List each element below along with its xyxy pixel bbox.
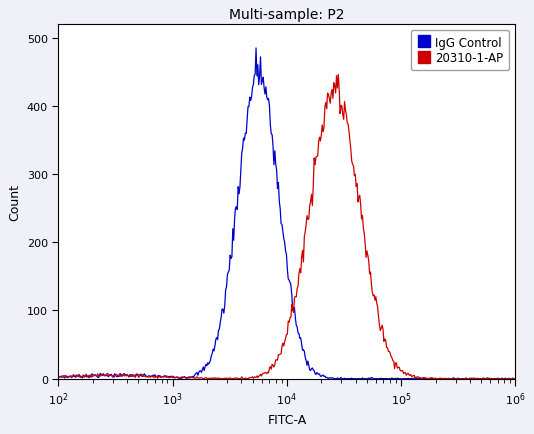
- IgG Control: [121, 372, 127, 377]
- 20310-1-AP: [184, 376, 191, 381]
- IgG Control: [257, 55, 264, 60]
- IgG Control: [253, 46, 259, 52]
- IgG Control: [465, 376, 471, 381]
- 20310-1-AP: [465, 376, 471, 381]
- 20310-1-AP: [208, 375, 215, 381]
- Title: Multi-sample: P2: Multi-sample: P2: [229, 8, 344, 22]
- IgG Control: [55, 373, 61, 378]
- 20310-1-AP: [64, 375, 70, 380]
- IgG Control: [331, 376, 337, 381]
- IgG Control: [512, 376, 519, 381]
- IgG Control: [431, 376, 437, 381]
- 20310-1-AP: [335, 72, 342, 78]
- 20310-1-AP: [257, 372, 264, 377]
- X-axis label: FITC-A: FITC-A: [267, 413, 307, 426]
- IgG Control: [207, 358, 214, 363]
- 20310-1-AP: [55, 375, 61, 380]
- Y-axis label: Count: Count: [9, 184, 21, 220]
- Legend: IgG Control, 20310-1-AP: IgG Control, 20310-1-AP: [411, 31, 509, 71]
- Line: IgG Control: IgG Control: [58, 49, 515, 379]
- Line: 20310-1-AP: 20310-1-AP: [58, 75, 515, 379]
- 20310-1-AP: [431, 376, 437, 381]
- 20310-1-AP: [512, 376, 519, 381]
- 20310-1-AP: [121, 372, 127, 378]
- IgG Control: [64, 375, 70, 380]
